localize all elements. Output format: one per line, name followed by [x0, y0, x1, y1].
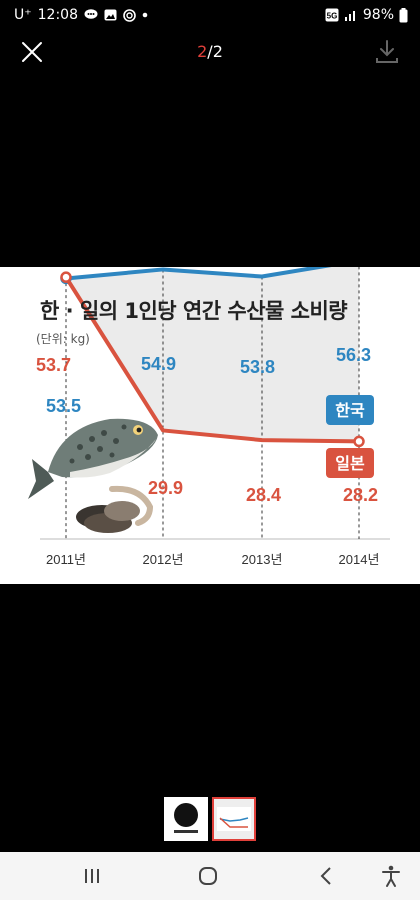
signal-icon — [344, 11, 355, 21]
korea-data-label: 56.3 — [336, 345, 371, 365]
korea-legend-box — [326, 395, 374, 425]
gap-area — [66, 267, 359, 442]
fish-illustration — [28, 418, 158, 533]
chart: 2011년 2012년 2013년 2014년 53.5 54.9 53.8 56.3 53.7… — [28, 267, 390, 567]
carrier-label: U⁺ — [14, 7, 32, 23]
thumbnail-strip — [0, 797, 420, 845]
japan-legend-label: 일본 — [335, 454, 365, 473]
dot-icon — [142, 12, 148, 18]
status-bar: U⁺ 12:08 5G 98% — [0, 0, 420, 32]
chat-icon — [84, 9, 98, 19]
x-tick-label: 2011년 — [46, 552, 86, 567]
clock: 12:08 — [37, 7, 78, 23]
chart-unit: (단위: kg) — [36, 332, 90, 346]
japan-data-label: 29.9 — [148, 478, 183, 498]
back-icon[interactable] — [311, 864, 341, 888]
viewer-header: 2/2 — [0, 32, 420, 72]
x-tick-label: 2014년 — [339, 552, 380, 567]
thumbnail-2-image — [217, 807, 251, 831]
chart-title: 한 · 일의 1인당 연간 수산물 소비량 — [40, 299, 348, 323]
svg-text:5G: 5G — [327, 12, 338, 21]
close-icon[interactable] — [18, 38, 46, 66]
japan-point — [60, 271, 72, 283]
korea-legend-label: 한국 — [335, 401, 365, 420]
japan-data-label: 53.7 — [36, 355, 71, 375]
page-counter: 2/2 — [0, 42, 420, 61]
korea-data-label: 53.5 — [46, 396, 81, 416]
sync-icon — [123, 8, 136, 22]
thumbnail-1-image — [174, 803, 198, 833]
japan-legend-box — [326, 448, 374, 478]
total-pages: /2 — [207, 42, 223, 61]
japan-data-label: 28.2 — [343, 485, 378, 505]
x-tick-label: 2013년 — [242, 552, 283, 567]
download-icon[interactable] — [374, 38, 400, 66]
thumbnail-1[interactable] — [164, 797, 208, 841]
current-page: 2 — [197, 42, 208, 61]
thumbnail-2-selected[interactable] — [212, 797, 256, 841]
korea-data-label: 54.9 — [141, 354, 176, 374]
gallery-icon — [104, 9, 117, 21]
battery-icon — [399, 7, 408, 22]
korea-data-label: 53.8 — [240, 357, 275, 377]
battery-level: 98% — [362, 7, 394, 23]
viewed-image[interactable]: 2011년 2012년 2013년 2014년 53.5 54.9 53.8 56.3 53.7… — [0, 267, 420, 584]
home-icon[interactable] — [193, 864, 223, 888]
japan-data-label: 28.4 — [246, 485, 281, 505]
japan-series-line — [64, 276, 360, 444]
recent-apps-icon[interactable] — [77, 864, 107, 888]
accessibility-icon[interactable] — [376, 864, 406, 888]
japan-point — [353, 435, 365, 448]
network-5g-icon: 5G — [325, 8, 339, 22]
x-tick-label: 2012년 — [143, 552, 184, 567]
korea-series-line — [65, 267, 332, 281]
navigation-bar — [0, 852, 420, 900]
